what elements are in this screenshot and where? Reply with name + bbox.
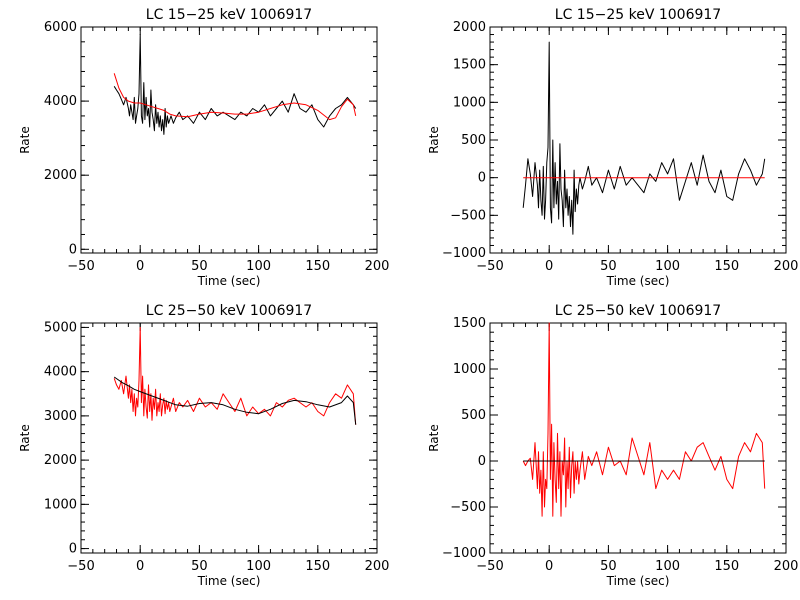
y-tick-label: −1000 [442,546,486,561]
y-axis-label: Rate [427,126,441,154]
black-series-line [113,33,357,135]
black-series-line [113,376,357,425]
x-tick-label: 50 [191,559,208,574]
y-tick-label: 2000 [44,168,77,183]
x-axis-label: Time (sec) [197,574,261,588]
x-axis-label: Time (sec) [197,274,261,288]
y-tick-label: 500 [461,133,486,148]
x-tick-label: 150 [305,559,330,574]
y-axis-label: Rate [18,126,32,154]
x-tick-label: 150 [305,259,330,274]
y-tick-label: 4000 [44,365,77,380]
x-tick-label: 200 [365,259,390,274]
chart-title: LC 25−50 keV 1006917 [146,303,312,319]
x-tick-label: 0 [136,559,144,574]
y-tick-label: 0 [478,171,486,186]
y-axis-label: Rate [427,424,441,452]
x-tick-label: −50 [67,259,94,274]
plot-frame [489,26,787,254]
red-series-line [113,73,357,121]
y-tick-label: 0 [69,242,77,257]
y-tick-label: 2000 [44,453,77,468]
x-tick-label: −50 [476,259,503,274]
plot-frame [80,322,378,554]
chart-title: LC 15−25 keV 1006917 [146,7,312,23]
chart-title: LC 25−50 keV 1006917 [555,303,721,319]
plot-frame [80,26,378,254]
x-tick-label: 150 [714,559,739,574]
chart-panel-3: LC 25−50 keV 1006917 Time (sec) Rate −50 0 50… [18,303,389,588]
y-tick-label: 3000 [44,409,77,424]
y-tick-label: 1500 [453,58,486,73]
y-tick-label: 1500 [453,316,486,331]
chart-panel-1: LC 15−25 keV 1006917 Time (sec) Rate −50 0 50… [18,7,389,288]
red-series-line [113,326,357,425]
x-tick-label: 100 [655,259,680,274]
x-tick-label: 100 [246,559,271,574]
x-tick-label: 0 [545,259,553,274]
x-tick-label: 200 [774,559,799,574]
x-tick-label: 150 [714,259,739,274]
x-tick-label: 50 [600,259,617,274]
y-tick-label: −500 [450,208,486,223]
y-tick-label: 0 [478,454,486,469]
x-tick-label: 100 [655,559,680,574]
x-tick-label: 100 [246,259,271,274]
y-tick-label: 6000 [44,20,77,35]
x-tick-label: 0 [545,559,553,574]
x-axis-label: Time (sec) [606,274,670,288]
chart-title: LC 15−25 keV 1006917 [555,7,721,23]
y-tick-label: −500 [450,500,486,515]
x-tick-label: 0 [136,259,144,274]
y-tick-label: 1000 [453,95,486,110]
y-tick-label: 5000 [44,320,77,335]
black-series-line [522,41,766,235]
y-tick-label: −1000 [442,246,486,261]
x-axis-label: Time (sec) [606,574,670,588]
x-tick-label: 50 [600,559,617,574]
y-axis-label: Rate [18,424,32,452]
plot-frame [489,322,787,554]
y-tick-label: 0 [69,542,77,557]
x-tick-label: 200 [774,259,799,274]
red-series-line [522,322,766,517]
y-tick-label: 1000 [44,497,77,512]
y-tick-label: 1000 [453,362,486,377]
x-tick-label: −50 [476,559,503,574]
x-tick-label: 200 [365,559,390,574]
y-tick-label: 4000 [44,94,77,109]
x-tick-label: 50 [191,259,208,274]
y-tick-label: 2000 [453,20,486,35]
x-tick-label: −50 [67,559,94,574]
y-tick-label: 500 [461,408,486,423]
